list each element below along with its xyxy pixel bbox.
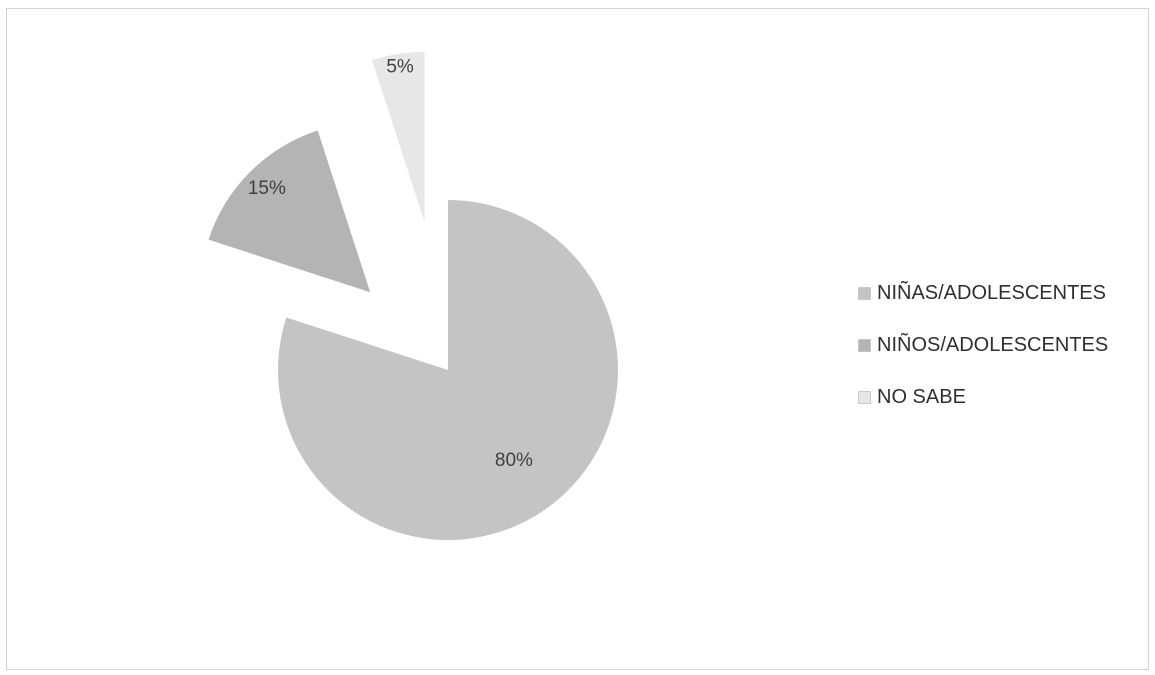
- legend-swatch-ninas: [858, 287, 871, 300]
- slice-ninas: [278, 200, 619, 540]
- legend: NIÑAS/ADOLESCENTES NIÑOS/ADOLESCENTES NO…: [858, 280, 1108, 436]
- slice-label-ninas: 80%: [495, 450, 533, 471]
- slice-no-sabe: [372, 51, 425, 222]
- legend-item-ninos: NIÑOS/ADOLESCENTES: [858, 332, 1108, 359]
- legend-swatch-ninos: [858, 339, 871, 352]
- legend-swatch-no-sabe: [858, 391, 871, 404]
- slice-ninos: [208, 130, 371, 293]
- legend-label-no-sabe: NO SABE: [877, 386, 966, 408]
- legend-label-ninas: NIÑAS/ADOLESCENTES: [877, 282, 1106, 304]
- legend-item-ninas: NIÑAS/ADOLESCENTES: [858, 280, 1108, 307]
- legend-label-ninos: NIÑOS/ADOLESCENTES: [877, 334, 1109, 356]
- slice-label-no-sabe: 5%: [386, 56, 414, 77]
- legend-item-no-sabe: NO SABE: [858, 384, 1108, 411]
- slice-label-ninos: 15%: [248, 178, 286, 199]
